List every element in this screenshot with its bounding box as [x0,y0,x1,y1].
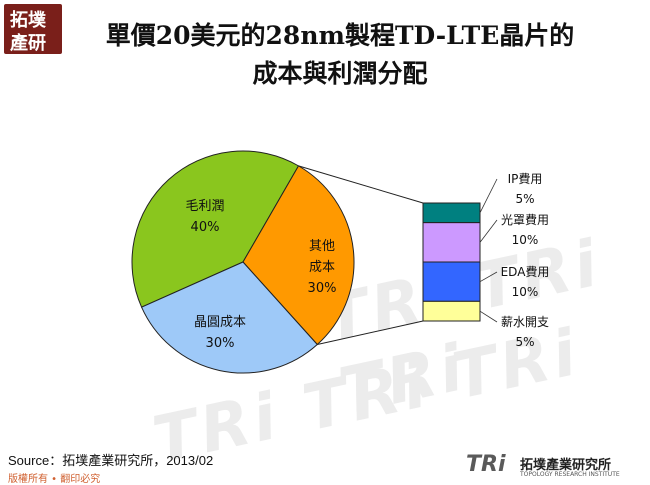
brand-english: TOPOLOGY RESEARCH INSTITUTE [520,471,620,478]
chart-title-line1: 單價20美元的28nm製程TD-LTE晶片的 [105,21,575,50]
breakdown-label: 10% [512,285,539,299]
brand-tri: TRi [466,452,506,477]
leader-line [479,271,498,283]
logo-text-line1: 拓墣 [10,10,46,31]
brand-logo: TRi 拓墣產業研究所 TOPOLOGY RESEARCH INSTITUTE [458,452,644,482]
connector-line [298,165,424,204]
slice-label: 30% [206,336,235,351]
pie-slice [131,150,300,308]
slice-label: 毛利潤 [185,199,224,214]
breakdown-label: 5% [515,335,534,349]
breakdown-segment [422,300,481,322]
copyright-note: 版權所有 • 翻印必究 [8,474,101,485]
breakdown-segment [422,222,481,263]
connector-line [317,320,424,345]
slice-label: 40% [191,220,220,235]
leader-line [479,310,498,323]
breakdown-label: EDA費用 [501,264,550,279]
brand-name: 拓墣產業研究所 [520,458,612,473]
slice-label: 30% [308,281,337,296]
slice-label: 晶圓成本 [194,315,246,330]
slice-label: 成本 [309,260,335,275]
breakdown-label: 薪水開支 [501,315,549,329]
breakdown-label: 光罩費用 [501,212,549,227]
breakdown-segment [422,261,481,302]
pie-slice [140,261,318,374]
logo: 拓墣 產研 [4,4,62,54]
leader-line [479,178,498,214]
breakdown-label: 10% [512,233,539,247]
source-note: Source：拓墣產業研究所，2013/02 [8,453,214,468]
breakdown-label: IP費用 [508,171,543,186]
leader-line [479,219,498,243]
logo-text-line2: 產研 [10,33,46,54]
chart-title-line2: 成本與利潤分配 [252,59,428,88]
pie-slice [242,165,355,346]
slice-label: 其他 [309,239,335,254]
breakdown-label: 5% [515,192,534,206]
breakdown-segment [422,202,481,224]
